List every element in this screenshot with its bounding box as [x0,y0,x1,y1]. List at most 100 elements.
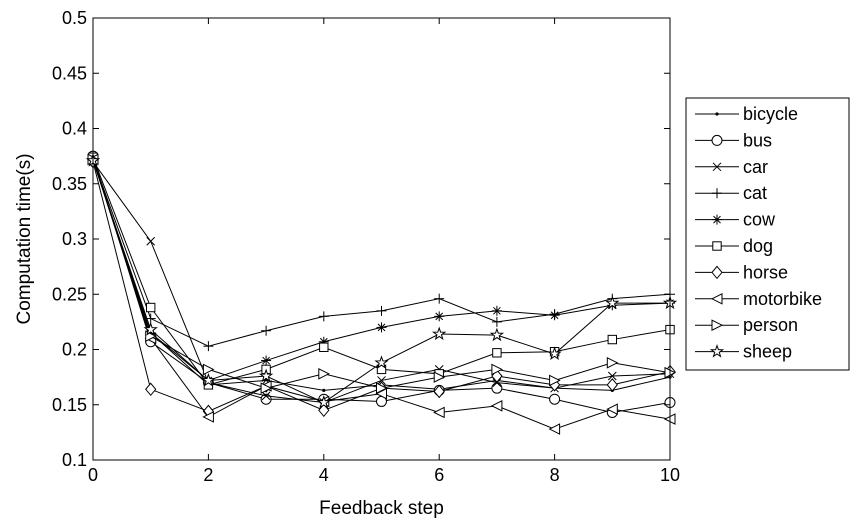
legend-item-person: person [695,315,798,335]
legend-marker [715,112,719,116]
data-point-person [260,382,273,394]
series-line-cow [92,159,671,382]
legend-marker [712,214,722,225]
y-tick-label: 0.25 [52,284,87,304]
data-point-cat [261,325,272,336]
x-tick-label: 2 [203,465,213,485]
data-point-sheep [374,355,389,369]
legend-item-cow: cow [695,210,776,230]
legend-item-sheep: sheep [695,342,792,362]
axis-layer: 0 2 4 6 8 10 0.1 0.15 0.2 0.25 0.3 0.35 0.4 0.45 0.5 [52,8,680,485]
y-tick-label: 0.15 [52,395,87,415]
data-point-dog [492,348,502,358]
series-layer [85,150,678,435]
y-tick-label: 0.4 [62,119,87,139]
x-tick-label: 6 [434,465,444,485]
legend-item-dog: dog [695,236,773,256]
legend-item-bus: bus [695,130,772,150]
data-point-person [318,368,330,380]
data-point-cow [434,311,445,322]
legend-label: motorbike [743,289,822,309]
data-point-car [377,376,386,385]
data-point-sheep [143,322,158,336]
data-point-car [607,371,617,381]
x-tick-label: 0 [88,465,98,485]
data-point-cow [376,322,387,333]
series-cat [88,154,675,352]
data-point-person [491,363,504,376]
data-point-person [549,374,561,387]
series-sheep [85,153,678,409]
data-point-person [202,363,215,376]
legend-marker [710,292,723,305]
data-point-cat [376,305,387,316]
y-tick-label: 0.2 [62,340,87,360]
y-tick-label: 0.1 [62,450,87,470]
legend-marker [711,265,723,280]
series-horse [87,154,676,419]
data-point-dog [319,342,329,352]
data-point-person [606,356,619,369]
legend-marker [709,344,725,358]
legend-marker [711,134,723,146]
y-axis-title: Computation time(s) [14,153,35,324]
data-point-sheep [605,295,620,310]
data-point-dog [607,334,617,345]
legend-item-car: car [695,157,768,177]
data-point-horse [433,384,445,399]
data-point-person [433,371,446,383]
data-point-sheep [316,395,331,409]
data-point-bus [260,393,272,405]
legend-label: sheep [743,342,792,362]
data-point-sheep [201,372,216,387]
legend-marker [712,241,722,251]
series-person [87,153,677,394]
legend-marker [712,162,722,172]
data-point-motorbike [606,403,618,415]
legend-label: car [743,157,768,177]
data-point-cat [318,311,329,322]
x-tick-label: 8 [550,465,560,485]
data-point-horse [145,382,157,397]
legend-item-horse: horse [695,262,788,282]
data-point-cat [203,341,214,352]
legend-label: cat [743,183,767,203]
data-point-car [146,236,156,246]
data-point-motorbike [490,400,503,412]
series-motorbike [86,153,676,435]
x-axis-title: Feedback step [319,498,444,519]
series-line-cat [92,159,671,347]
x-tick-label: 10 [660,465,680,485]
legend: bicycle bus car cat cow dog horse motorbike pers… [685,97,850,371]
data-point-motorbike [433,406,445,419]
legend-label: cow [743,210,776,230]
data-point-bicycle [322,388,326,392]
data-point-person [376,382,388,394]
data-point-motorbike [548,423,561,435]
legend-label: dog [743,236,773,256]
data-point-sheep [489,327,505,342]
y-tick-label: 0.45 [52,63,87,83]
data-point-cow [491,305,502,316]
legend-marker [712,188,722,199]
legend-item-cat: cat [695,183,767,203]
legend-marker [711,319,724,332]
data-point-dog [146,302,156,313]
data-point-cat [434,293,445,304]
y-tick-label: 0.5 [62,8,87,28]
data-point-horse [606,378,618,392]
series-bus [87,150,676,418]
y-tick-label: 0.35 [52,174,87,194]
y-tick-label: 0.3 [62,229,87,249]
data-point-cow [261,355,272,366]
data-point-bus [549,393,561,405]
legend-label: bus [743,130,772,150]
data-point-cat [491,316,502,327]
legend-label: person [743,315,798,335]
legend-item-bicycle: bicycle [695,104,798,124]
data-point-bus [491,382,503,394]
x-tick-label: 4 [319,465,329,485]
data-point-car [261,391,271,401]
legend-item-motorbike: motorbike [695,289,822,309]
